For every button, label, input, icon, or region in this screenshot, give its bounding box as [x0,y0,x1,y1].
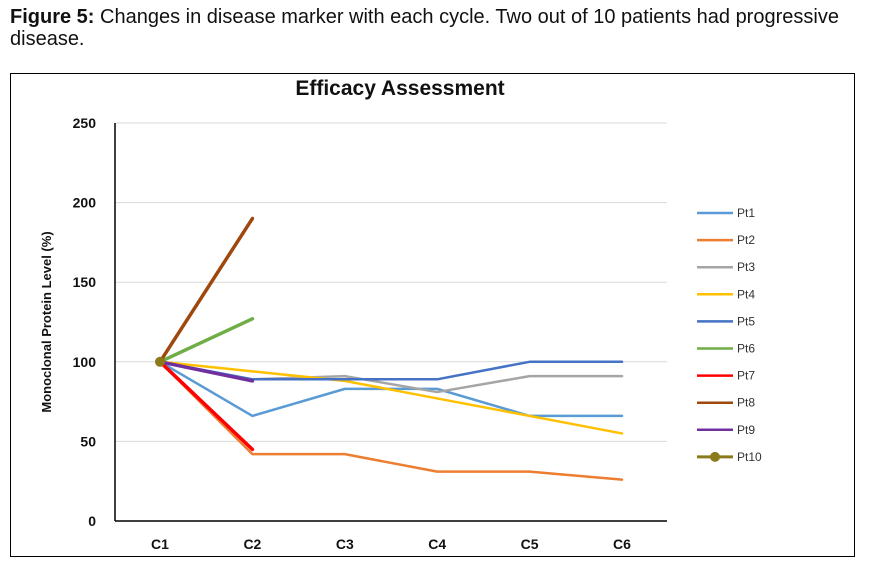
legend-item-pt5: Pt5 [697,314,755,328]
legend-label: Pt7 [737,369,755,383]
y-tick-label: 0 [88,513,96,529]
legend-item-pt8: Pt8 [697,396,755,410]
series-line-pt8 [158,216,255,364]
legend-item-pt3: Pt3 [697,260,755,274]
y-tick-label: 50 [80,433,96,449]
x-tick-label: C2 [243,536,261,552]
y-axis-label: Monoclonal Protein Level (%) [39,231,54,412]
legend-item-pt9: Pt9 [697,423,755,437]
legend-item-pt4: Pt4 [697,287,755,301]
data-point-pt10 [155,356,165,367]
y-tick-label: 100 [73,354,97,370]
x-tick-label: C1 [151,536,169,552]
legend-item-pt7: Pt7 [697,369,755,383]
y-tick-label: 150 [73,274,97,290]
series-line-pt4 [158,360,624,435]
gridlines [115,122,667,442]
legend-label: Pt9 [737,423,755,437]
axes: 0 50 100 150 200 250 C1 C2 C3 C4 C5 C6 [73,115,667,552]
chart-title: Efficacy Assessment [295,77,504,100]
figure-caption-text: Changes in disease marker with each cycl… [10,6,839,50]
legend-label: Pt8 [737,396,755,410]
figure-label: Figure 5: [10,6,95,28]
figure-caption: Figure 5: Changes in disease marker with… [10,6,885,50]
legend-item-pt1: Pt1 [697,206,755,220]
series-lines [155,216,624,481]
series-line-pt2 [158,360,624,481]
series-line-pt6 [158,317,255,364]
legend-item-pt2: Pt2 [697,233,755,247]
series-line-pt9 [158,360,255,383]
series-line-pt7 [158,360,255,452]
legend-label: Pt10 [737,450,762,464]
legend-label: Pt6 [737,342,755,356]
x-tick-label: C5 [521,536,539,552]
legend-item-pt10: Pt10 [697,450,762,464]
y-tick-label: 200 [73,195,97,211]
legend-marker [710,451,720,462]
legend-label: Pt1 [737,206,755,220]
x-tick-label: C6 [613,536,631,552]
legend-label: Pt5 [737,314,755,328]
y-tick-label: 250 [73,115,97,131]
x-tick-label: C4 [428,536,446,552]
legend: Pt1 Pt2 Pt3 Pt4 Pt5 Pt6 Pt7 Pt8 Pt9 Pt10 [697,206,762,464]
legend-label: Pt2 [737,233,755,247]
legend-item-pt6: Pt6 [697,342,755,356]
legend-label: Pt4 [737,287,755,301]
legend-label: Pt3 [737,260,755,274]
x-tick-label: C3 [336,536,354,552]
chart-frame [10,73,855,557]
